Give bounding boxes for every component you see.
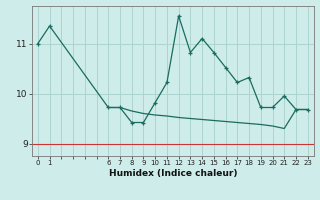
X-axis label: Humidex (Indice chaleur): Humidex (Indice chaleur) xyxy=(108,169,237,178)
